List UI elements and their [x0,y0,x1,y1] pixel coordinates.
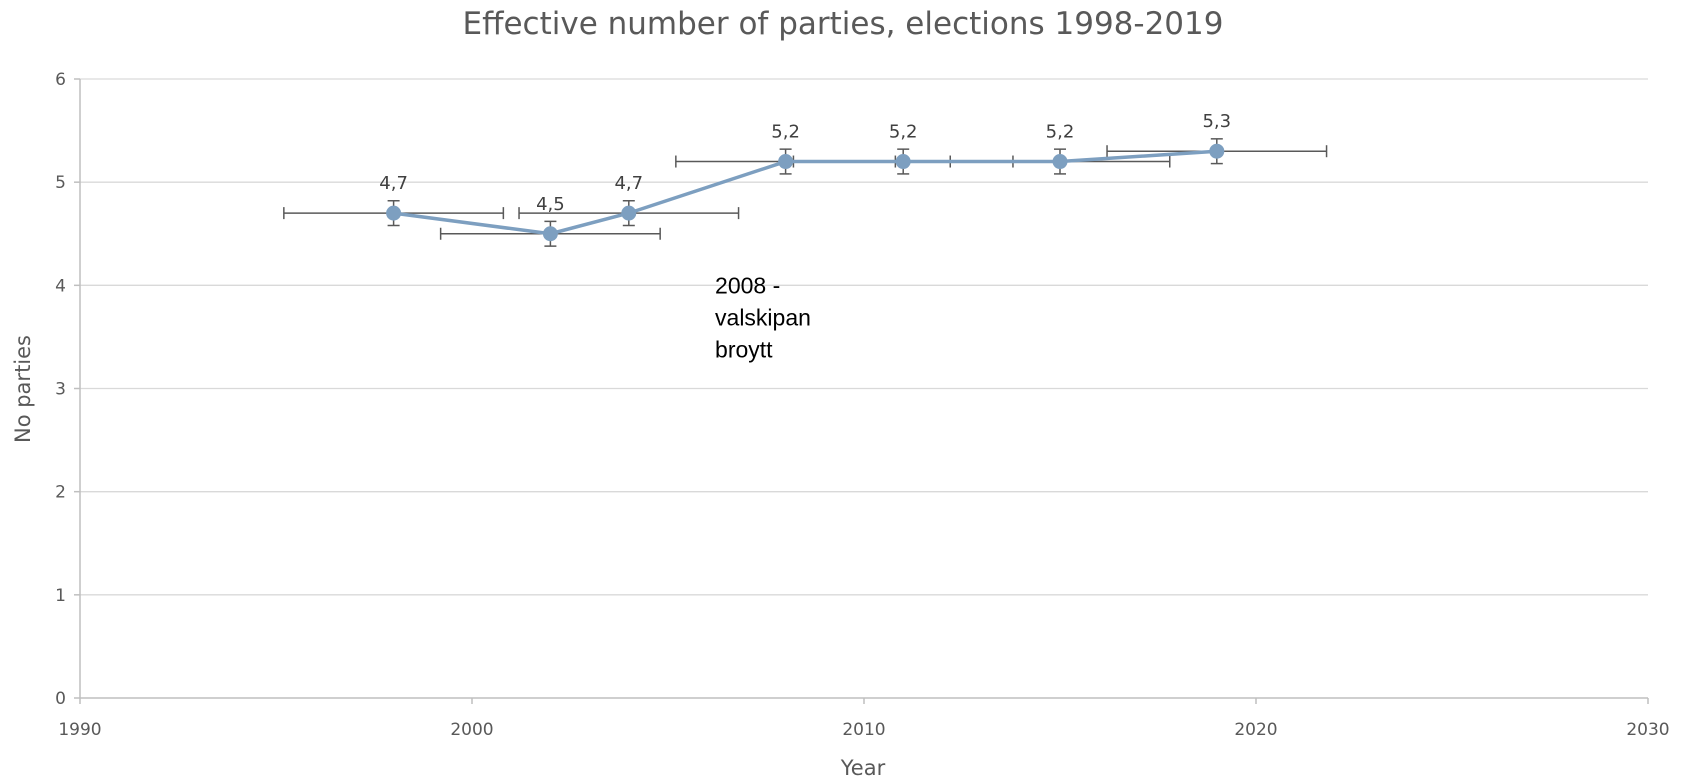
chart-title: Effective number of parties, elections 1… [463,6,1224,42]
data-label: 4,5 [536,194,565,215]
annotation-line: 2008 - [715,272,780,298]
series-line [393,149,1217,236]
data-point [386,205,402,221]
y-axis-title: No parties [11,335,35,443]
y-tick-label: 2 [55,483,66,503]
series-polyline [393,149,1217,236]
y-tick-label: 6 [55,70,66,90]
data-label: 5,2 [1046,122,1075,143]
annotation-line: broytt [715,336,773,362]
annotation-line: valskipan [715,304,811,330]
x-tick-label: 2020 [1234,720,1277,740]
x-axis-title: Year [840,756,886,780]
x-tick-label: 2030 [1626,720,1669,740]
data-point [1052,154,1068,170]
data-labels: 4,7 4,5 4,7 5,2 5,2 5,2 5,3 [379,111,1231,215]
x-axis-ticks: 1990 2000 2010 2020 2030 [58,698,1670,740]
data-points [386,143,1225,242]
y-axis-ticks: 0 1 2 3 4 5 6 [55,70,80,709]
annotation: 2008 - valskipan broytt [715,272,811,362]
x-tick-label: 1990 [58,720,101,740]
y-tick-label: 3 [55,380,66,400]
y-tick-label: 1 [55,586,66,606]
data-point [1209,143,1225,159]
data-point [621,205,637,221]
y-tick-label: 4 [55,276,66,296]
data-point [542,226,558,242]
data-label: 4,7 [614,173,643,194]
data-label: 5,2 [771,122,800,143]
data-point [778,154,794,170]
y-tick-label: 0 [55,689,66,709]
gridlines [80,78,1648,596]
x-tick-label: 2010 [842,720,885,740]
data-point [895,154,911,170]
y-tick-label: 5 [55,173,66,193]
data-label: 5,2 [889,122,918,143]
data-label: 5,3 [1202,111,1231,132]
data-label: 4,7 [379,173,408,194]
x-tick-label: 2000 [450,720,493,740]
